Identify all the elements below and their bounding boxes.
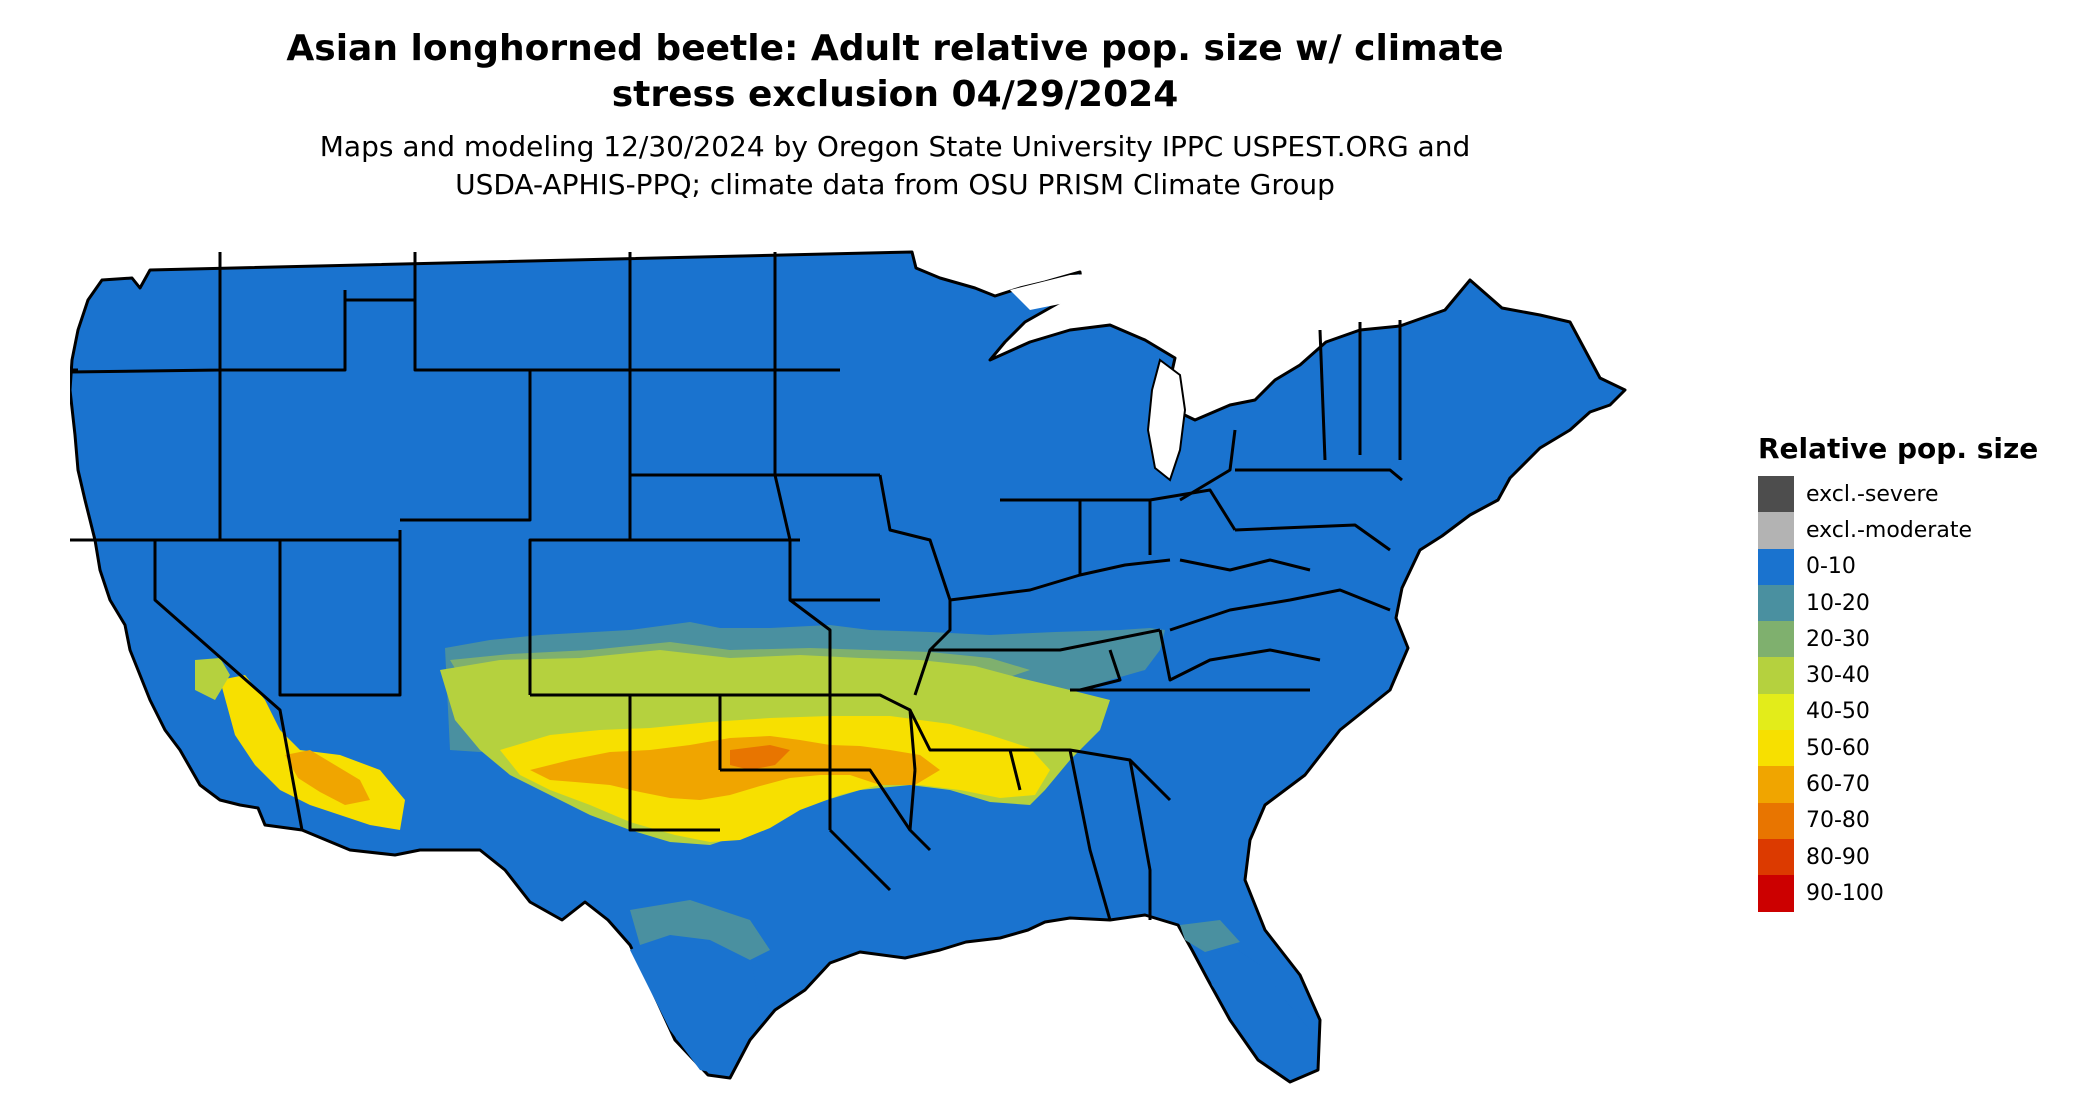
southwest-band-green (195, 658, 230, 700)
texas-south-low (630, 920, 760, 1075)
lake-superior-shore (1010, 272, 1140, 310)
legend-item: 40-50 (1758, 693, 2038, 731)
legend-label: 10-20 (1806, 590, 1870, 616)
legend-label: 60-70 (1806, 772, 1870, 798)
legend-swatch (1758, 657, 1794, 694)
legend-item: 90-100 (1758, 875, 2038, 912)
florida-low (1200, 945, 1312, 1080)
map-title-line-1: Asian longhorned beetle: Adult relative … (286, 28, 1504, 69)
legend-label: 40-50 (1806, 699, 1870, 725)
map-subtitle-line-2: USDA-APHIS-PPQ; climate data from OSU PR… (455, 168, 1335, 201)
legend-item: 30-40 (1758, 657, 2038, 694)
texas-south-band (630, 900, 770, 960)
legend-swatch (1758, 875, 1794, 912)
map-title-line-2: stress exclusion 04/29/2024 (611, 74, 1179, 115)
legend: Relative pop. size excl.-severe excl.-mod… (1758, 432, 2038, 912)
map-subtitle-line-1: Maps and modeling 12/30/2024 by Oregon S… (319, 130, 1471, 163)
legend-label: 70-80 (1806, 808, 1870, 834)
southwest-band-orange (285, 750, 370, 805)
legend-item: 0-10 (1758, 548, 2038, 585)
map-title: Asian longhorned beetle: Adult relative … (0, 26, 1790, 118)
legend-swatch (1758, 476, 1794, 513)
legend-item: 80-90 (1758, 838, 2038, 876)
legend-swatch (1758, 802, 1794, 839)
legend-item: 20-30 (1758, 621, 2038, 658)
state-borders (70, 252, 1403, 921)
legend-label: 30-40 (1806, 663, 1870, 689)
map-subtitle: Maps and modeling 12/30/2024 by Oregon S… (0, 128, 1790, 204)
band-60-70 (530, 736, 940, 800)
lake-michigan (1146, 358, 1187, 482)
florida-band-10-20 (1180, 920, 1240, 952)
legend-swatch (1758, 838, 1794, 876)
legend-swatch (1758, 730, 1794, 767)
legend-swatch (1758, 693, 1794, 731)
legend-swatch (1758, 584, 1794, 622)
legend-swatch (1758, 766, 1794, 803)
legend-item: 50-60 (1758, 730, 2038, 767)
legend-item: 70-80 (1758, 802, 2038, 839)
legend-label: 80-90 (1806, 844, 1870, 870)
us-map (70, 250, 1627, 1084)
legend-label: 0-10 (1806, 554, 1856, 580)
legend-label: excl.-severe (1806, 481, 1939, 507)
legend-swatch (1758, 548, 1794, 585)
legend-swatch (1758, 621, 1794, 658)
legend-item: excl.-severe (1758, 476, 2038, 513)
legend-label: 50-60 (1806, 735, 1870, 761)
legend-label: 90-100 (1806, 880, 1884, 906)
legend-label: 20-30 (1806, 626, 1870, 652)
legend-item: 60-70 (1758, 766, 2038, 803)
legend-label: excl.-moderate (1806, 517, 1972, 543)
legend-item: excl.-moderate (1758, 512, 2038, 549)
legend-title: Relative pop. size (1758, 432, 2039, 465)
legend-swatch (1758, 512, 1794, 549)
legend-items: excl.-severe excl.-moderate 0-10 10-20 20-30… (1758, 476, 2038, 912)
legend-item: 10-20 (1758, 584, 2038, 622)
band-70-80 (730, 745, 790, 770)
